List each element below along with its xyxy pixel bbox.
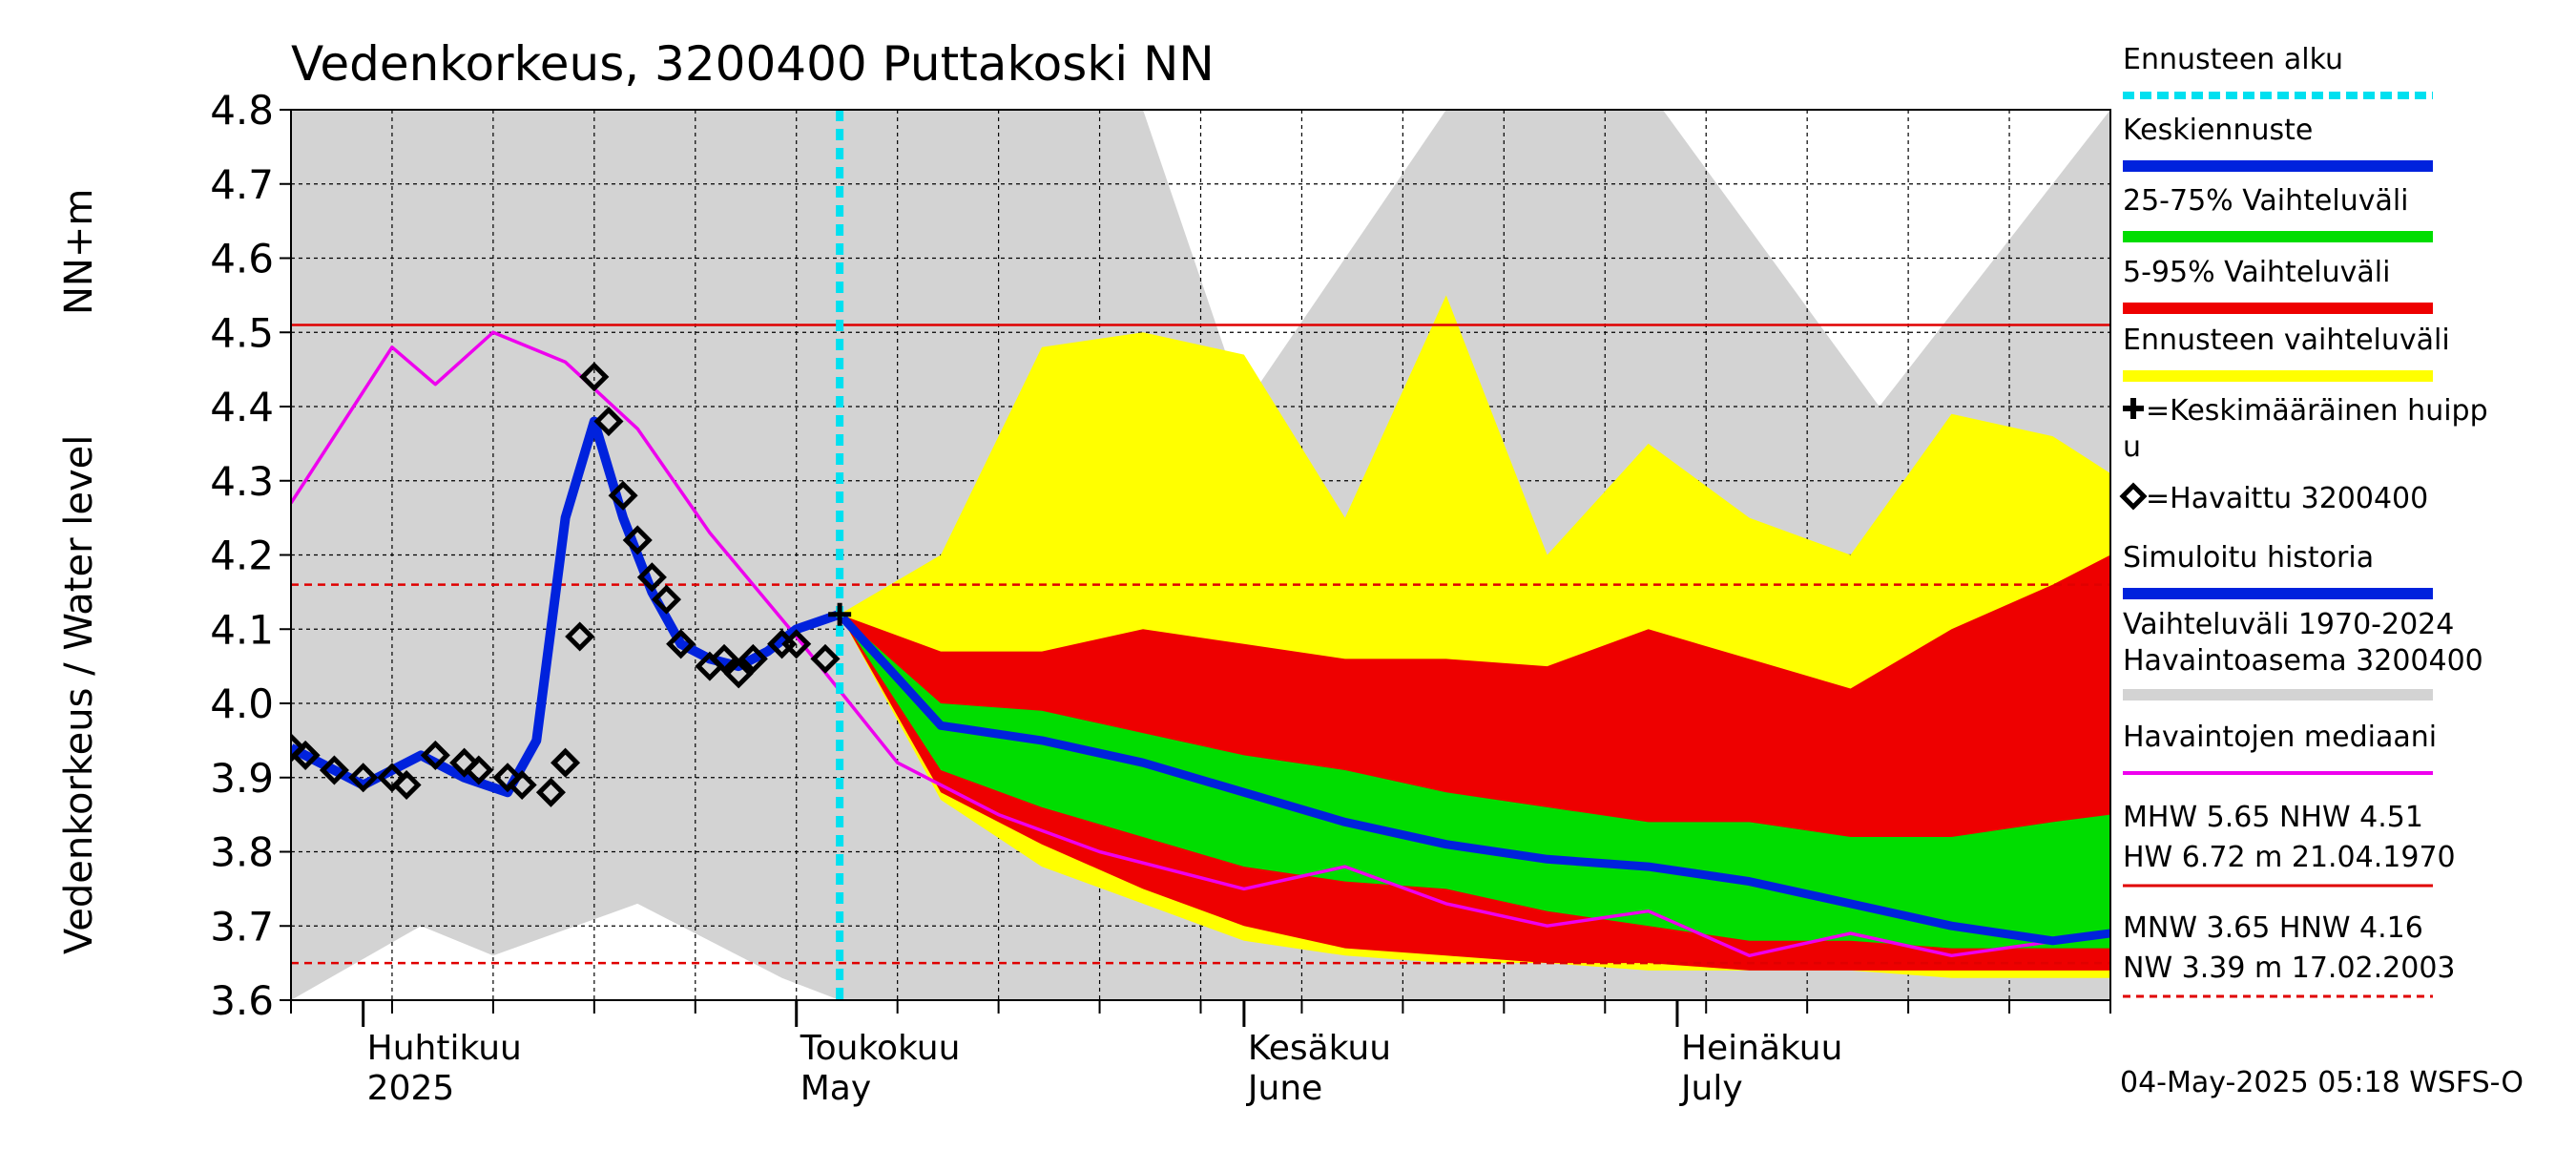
mean-forecast-line	[836, 611, 2110, 946]
legend-label: Ennusteen alku	[2123, 43, 2343, 76]
stats-line: HW 6.72 m 21.04.1970	[2123, 841, 2456, 874]
x-month-sublabel: 2025	[367, 1069, 455, 1108]
y-tick-label: 3.7	[210, 903, 274, 950]
y-tick-label: 3.6	[210, 977, 274, 1024]
band-25-75	[840, 614, 2110, 949]
stats-line: MHW 5.65 NHW 4.51	[2123, 801, 2423, 834]
observed-point	[291, 733, 306, 763]
y-axis-label: Vedenkorkeus / Water level	[57, 435, 101, 954]
y-tick-label: 4.4	[210, 384, 274, 430]
legend-label-line2: Havaintoasema 3200400	[2123, 644, 2483, 678]
timestamp: 04-May-2025 05:18 WSFS-O	[2120, 1066, 2524, 1099]
observed-point	[636, 562, 667, 593]
x-month-sublabel: May	[800, 1069, 871, 1108]
legend-label: Vaihteluväli 1970-2024	[2123, 608, 2454, 641]
observed-point	[464, 755, 494, 785]
median-line	[291, 330, 2110, 958]
stats-line: NW 3.39 m 17.02.2003	[2123, 951, 2456, 985]
observed-point	[565, 621, 595, 652]
legend-diamond-icon	[2119, 482, 2148, 511]
observed-point	[737, 643, 768, 674]
observed-point	[492, 763, 523, 793]
observed-point	[622, 525, 653, 555]
legend-label: Havaintojen mediaani	[2123, 721, 2437, 754]
x-month-label: Toukokuu	[800, 1029, 961, 1068]
mean-peak-marker	[828, 602, 852, 626]
observed-point	[291, 740, 321, 770]
observed-point	[593, 407, 624, 437]
legend-label: =Keskimääräinen huipp	[2146, 394, 2488, 428]
observed-point	[507, 769, 537, 801]
observed-point	[709, 643, 739, 674]
observed-point	[535, 777, 566, 807]
x-month-sublabel: July	[1679, 1069, 1743, 1108]
observed-point	[666, 629, 696, 659]
observed-point	[579, 362, 610, 392]
y-axis-unit: NN+m	[57, 189, 101, 315]
y-tick-label: 4.0	[210, 680, 274, 727]
x-month-label: Heinäkuu	[1681, 1029, 1842, 1068]
y-tick-label: 4.1	[210, 606, 274, 653]
chart-title: Vedenkorkeus, 3200400 Puttakoski NN	[291, 36, 1215, 92]
observed-point	[781, 629, 812, 659]
y-tick-label: 4.2	[210, 533, 274, 579]
x-month-label: Huhtikuu	[367, 1029, 522, 1068]
x-month-sublabel: June	[1246, 1069, 1322, 1108]
observed-point	[348, 763, 379, 793]
observed-point	[608, 480, 638, 511]
y-tick-label: 4.5	[210, 309, 274, 356]
observed-point	[377, 763, 407, 793]
y-tick-label: 4.6	[210, 236, 274, 282]
legend-label-line2: u	[2123, 430, 2141, 464]
legend-label: Ennusteen vaihteluväli	[2123, 324, 2450, 357]
observed-point	[420, 740, 450, 770]
legend-plus-icon	[2123, 398, 2144, 419]
observed-point	[810, 643, 841, 674]
legend-label: Simuloitu historia	[2123, 541, 2374, 575]
legend-label: 5-95% Vaihteluväli	[2123, 256, 2390, 289]
plot-area	[291, 110, 2110, 1000]
legend-label: Keskiennuste	[2123, 114, 2313, 147]
x-month-label: Kesäkuu	[1248, 1029, 1391, 1068]
observed-point	[551, 747, 581, 778]
observed-point	[449, 747, 480, 778]
observed-point	[319, 755, 349, 785]
y-tick-label: 3.9	[210, 755, 274, 802]
legend-label: =Havaittu 3200400	[2146, 482, 2428, 515]
y-tick-label: 4.3	[210, 458, 274, 505]
observed-point	[391, 769, 422, 801]
observed-point	[723, 659, 754, 689]
legend-label: 25-75% Vaihteluväli	[2123, 184, 2409, 218]
y-tick-label: 4.8	[210, 87, 274, 134]
simulated-history-line	[291, 416, 841, 798]
observed-point	[651, 584, 682, 615]
stats-line: MNW 3.65 HNW 4.16	[2123, 911, 2423, 945]
y-tick-label: 3.8	[210, 829, 274, 876]
y-tick-label: 4.7	[210, 161, 274, 208]
